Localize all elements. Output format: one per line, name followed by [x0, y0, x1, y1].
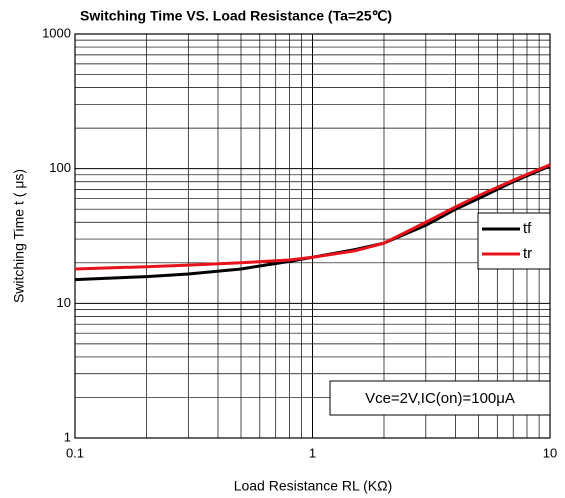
chart-title: Switching Time VS. Load Resistance (Ta=2…: [80, 8, 392, 24]
x-tick-label: 1: [309, 445, 316, 460]
y-axis-label: Switching Time t ( μs): [11, 169, 27, 303]
annotation-box: [329, 380, 551, 416]
y-tick-label: 1000: [42, 25, 71, 40]
legend-box: [477, 212, 551, 270]
y-tick-label: 100: [49, 160, 71, 175]
legend-label: tr: [523, 245, 532, 262]
line-series: [74, 163, 551, 271]
y-tick-label: 1: [64, 429, 71, 444]
x-axis-label: Load Resistance RL (KΩ): [234, 478, 393, 494]
x-tick-label: 10: [543, 445, 557, 460]
annotation: Vce=2V,IC(on)=100μA: [365, 390, 515, 407]
x-tick-label: 0.1: [66, 445, 84, 460]
y-tick-label: 10: [57, 295, 71, 310]
legend-label: tf: [523, 220, 532, 237]
